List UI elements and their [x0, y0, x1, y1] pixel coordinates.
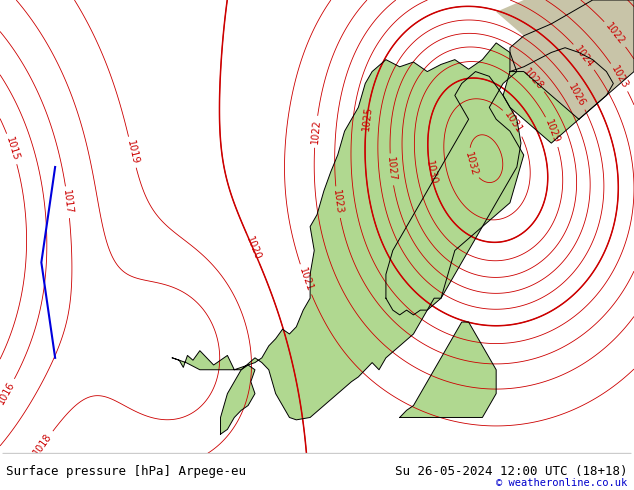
- Text: Surface pressure [hPa] Arpege-eu: Surface pressure [hPa] Arpege-eu: [6, 465, 247, 478]
- Text: 1021: 1021: [297, 266, 314, 293]
- Text: 1032: 1032: [463, 150, 479, 177]
- Text: 1025: 1025: [361, 105, 373, 131]
- Text: 1029: 1029: [543, 119, 562, 145]
- Polygon shape: [399, 322, 496, 417]
- Text: 1017: 1017: [61, 190, 74, 215]
- Polygon shape: [221, 365, 255, 434]
- Text: 1026: 1026: [567, 82, 588, 109]
- Text: 1016: 1016: [0, 380, 16, 406]
- Text: 1020: 1020: [244, 236, 262, 262]
- Polygon shape: [172, 43, 524, 420]
- Text: 1024: 1024: [573, 44, 595, 70]
- Text: 1022: 1022: [604, 21, 627, 47]
- Text: 1018: 1018: [32, 431, 54, 457]
- Text: Su 26-05-2024 12:00 UTC (18+18): Su 26-05-2024 12:00 UTC (18+18): [395, 465, 628, 478]
- Polygon shape: [510, 0, 634, 119]
- Text: 1022: 1022: [310, 119, 322, 145]
- Text: © weatheronline.co.uk: © weatheronline.co.uk: [496, 478, 628, 488]
- Text: 1015: 1015: [4, 136, 20, 162]
- Text: 1031: 1031: [503, 110, 524, 136]
- Text: 1023: 1023: [609, 64, 630, 91]
- Polygon shape: [503, 48, 613, 143]
- Text: 1030: 1030: [424, 160, 438, 186]
- Text: 1023: 1023: [331, 189, 344, 215]
- Text: 1019: 1019: [125, 139, 140, 165]
- Text: 1027: 1027: [385, 157, 398, 182]
- Text: 1028: 1028: [522, 67, 545, 92]
- Polygon shape: [496, 0, 634, 36]
- Polygon shape: [386, 72, 521, 315]
